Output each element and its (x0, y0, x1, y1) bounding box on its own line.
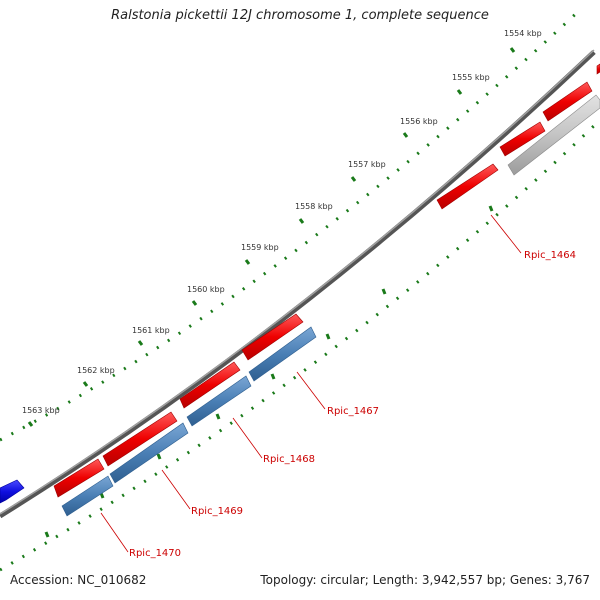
forward-genes[interactable] (53, 63, 600, 498)
gene-label[interactable]: Rpic_1464 (524, 250, 576, 261)
gray-genes[interactable] (507, 94, 600, 176)
gene-label[interactable]: Rpic_1469 (191, 506, 243, 517)
gene-label[interactable]: Rpic_1467 (327, 406, 379, 417)
gene-labels: Rpic_1464 Rpic_1467 Rpic_1468 Rpic_1469 … (129, 250, 576, 559)
gene-label[interactable]: Rpic_1470 (129, 548, 181, 559)
gene-forward[interactable] (499, 121, 546, 157)
reverse-genes[interactable] (61, 326, 317, 517)
tick-labels: 1554 kbp 1555 kbp 1556 kbp 1557 kbp 1558… (22, 29, 542, 415)
gene-label[interactable]: Rpic_1468 (263, 454, 315, 465)
tick-label: 1557 kbp (348, 160, 386, 169)
map-title: Ralstonia pickettii 12J chromosome 1, co… (111, 8, 489, 23)
gene-forward[interactable] (179, 361, 241, 409)
inner-tick-ring (0, 118, 600, 572)
gene-reverse[interactable] (248, 326, 317, 382)
chromosome-backbone (0, 50, 596, 519)
gene-forward[interactable] (436, 163, 499, 210)
gene-forward[interactable] (241, 313, 304, 361)
gene-forward[interactable] (53, 458, 105, 498)
tick-label: 1556 kbp (400, 117, 438, 126)
label-leaders (100, 214, 522, 553)
tick-label: 1554 kbp (504, 29, 542, 38)
accession-label: Accession: NC_010682 (10, 573, 147, 587)
gene-forward[interactable] (102, 411, 178, 467)
tick-label: 1559 kbp (241, 243, 279, 252)
outer-major-ticks (27, 47, 516, 427)
outer-tick-ring (0, 6, 584, 442)
tick-label: 1558 kbp (295, 202, 333, 211)
tick-label: 1555 kbp (452, 73, 490, 82)
gene-reverse[interactable] (109, 422, 189, 484)
tick-label: 1563 kbp (22, 406, 60, 415)
tick-label: 1561 kbp (132, 326, 170, 335)
gene-forward[interactable] (542, 81, 593, 122)
gene-reverse[interactable] (186, 375, 252, 427)
gene-forward[interactable] (596, 63, 600, 75)
chromosome-backbone-highlight (0, 49, 595, 515)
gene-gray[interactable] (507, 94, 600, 176)
genome-info-label: Topology: circular; Length: 3,942,557 bp… (260, 573, 590, 587)
gene-navy[interactable] (0, 479, 25, 504)
tick-label: 1560 kbp (187, 285, 225, 294)
tick-label: 1562 kbp (77, 366, 115, 375)
gene-reverse[interactable] (61, 475, 114, 517)
